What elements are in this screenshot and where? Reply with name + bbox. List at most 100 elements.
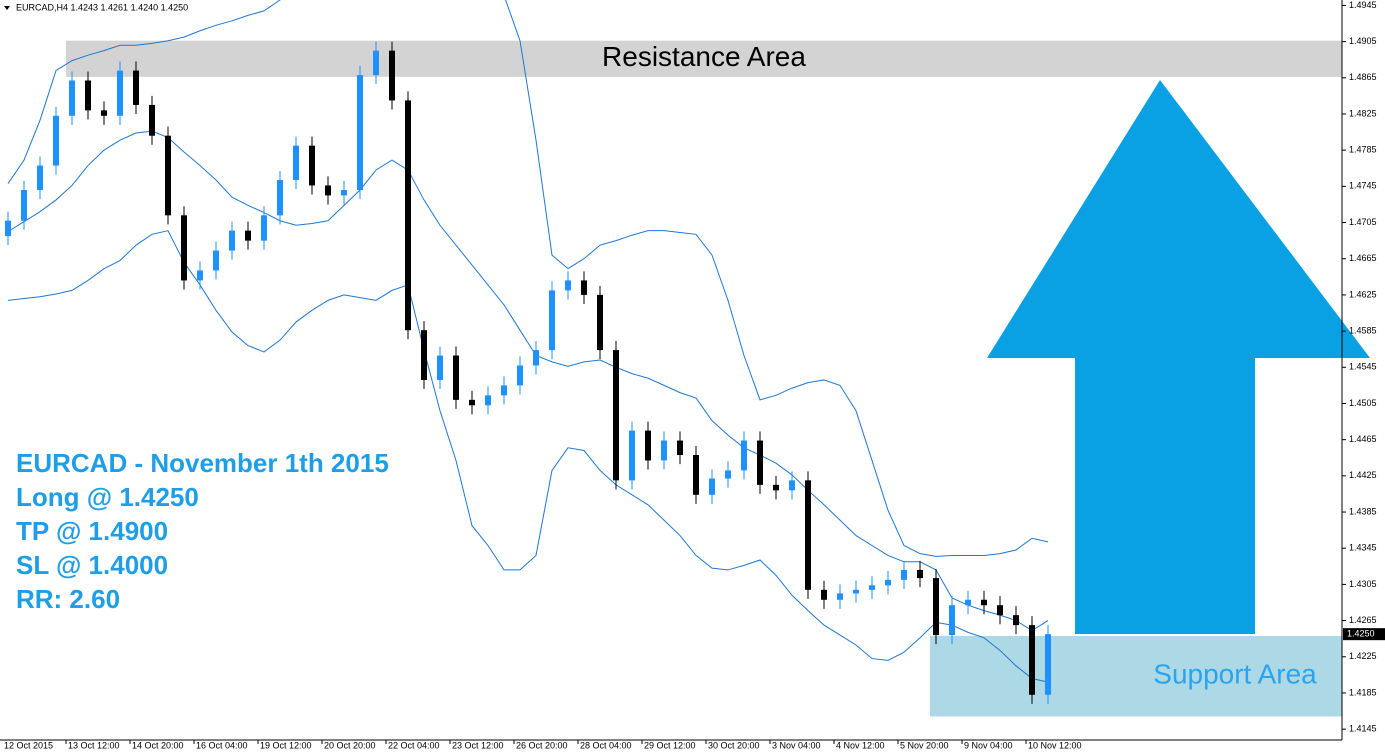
x-tick-label: 20 Oct 20:00: [324, 740, 376, 750]
candle-body: [789, 480, 795, 491]
candle-body: [117, 70, 123, 116]
candle-body: [805, 480, 811, 590]
candle-body: [837, 593, 843, 600]
x-tick-label: 22 Oct 04:00: [388, 740, 440, 750]
y-tick-label: 1.4865: [1349, 72, 1377, 82]
candle-body: [677, 440, 683, 456]
candle-body: [277, 180, 283, 216]
info-line: TP @ 1.4900: [16, 516, 168, 546]
candle-body: [261, 215, 267, 241]
candle-body: [981, 599, 987, 606]
zone: [66, 40, 1342, 77]
x-tick-label: 9 Nov 04:00: [964, 740, 1013, 750]
candle-body: [373, 50, 379, 76]
x-tick-label: 14 Oct 20:00: [132, 740, 184, 750]
candle-body: [341, 189, 347, 196]
candle-body: [229, 230, 235, 251]
candle-body: [1045, 634, 1051, 695]
candle-body: [773, 484, 779, 491]
candle-body: [357, 75, 363, 190]
y-tick-label: 1.4265: [1349, 615, 1377, 625]
x-tick-label: 13 Oct 12:00: [68, 740, 120, 750]
candle-body: [213, 250, 219, 271]
candle-body: [693, 455, 699, 495]
candle-body: [325, 185, 331, 196]
candle-body: [21, 189, 27, 221]
y-tick-label: 1.4905: [1349, 36, 1377, 46]
candle-body: [597, 294, 603, 351]
y-tick-label: 1.4385: [1349, 506, 1377, 516]
y-tick-label: 1.4945: [1349, 0, 1377, 10]
info-line: SL @ 1.4000: [16, 550, 168, 580]
y-tick-label: 1.4145: [1349, 724, 1377, 734]
candle-body: [453, 355, 459, 400]
candle-body: [53, 115, 59, 166]
candle-body: [901, 569, 907, 580]
candle-body: [501, 385, 507, 396]
candle-body: [1013, 615, 1019, 626]
candle-body: [469, 399, 475, 406]
info-line: Long @ 1.4250: [16, 482, 199, 512]
y-tick-label: 1.4705: [1349, 217, 1377, 227]
candle-body: [885, 579, 891, 586]
candle-body: [997, 605, 1003, 616]
x-tick-label: 26 Oct 20:00: [516, 740, 568, 750]
zone-label: Support Area: [1153, 659, 1317, 690]
y-tick-label: 1.4345: [1349, 543, 1377, 553]
candle-body: [661, 440, 667, 461]
candle-body: [757, 440, 763, 485]
candle-body: [725, 470, 731, 479]
candle-body: [645, 430, 651, 461]
candle-body: [709, 478, 715, 495]
x-tick-label: 30 Oct 20:00: [708, 740, 760, 750]
candle-body: [133, 70, 139, 105]
candle-body: [933, 578, 939, 636]
info-line: RR: 2.60: [16, 584, 120, 614]
candle-body: [389, 50, 395, 101]
y-tick-label: 1.4625: [1349, 289, 1377, 299]
candle-body: [421, 330, 427, 380]
y-tick-label: 1.4425: [1349, 470, 1377, 480]
candle-body: [629, 430, 635, 481]
x-tick-label: 4 Nov 12:00: [836, 740, 885, 750]
candle-body: [437, 355, 443, 380]
y-tick-label: 1.4185: [1349, 687, 1377, 697]
candle-body: [533, 350, 539, 366]
y-tick-label: 1.4305: [1349, 579, 1377, 589]
candle-body: [245, 230, 251, 241]
candle-body: [517, 365, 523, 386]
candle-body: [869, 585, 875, 590]
menu-triangle: [4, 6, 10, 10]
candle-body: [37, 165, 43, 190]
candle-body: [965, 599, 971, 606]
candles: [5, 41, 1051, 704]
candle-body: [309, 145, 315, 186]
labels: Resistance Area Support Area 1.4945 1.4905 1…: [4, 0, 1377, 750]
up-arrow: [987, 80, 1370, 634]
candle-body: [949, 605, 955, 636]
y-tick-label: 1.4505: [1349, 398, 1377, 408]
candle-body: [5, 220, 11, 237]
chart-title: EURCAD,H4 1.4243 1.4261 1.4240 1.4250: [16, 2, 188, 12]
x-tick-label: 10 Nov 12:00: [1028, 740, 1082, 750]
zone-label: Resistance Area: [602, 41, 806, 72]
x-tick-label: 12 Oct 2015: [4, 740, 53, 750]
x-tick-label: 23 Oct 12:00: [452, 740, 504, 750]
candle-body: [613, 350, 619, 481]
candle-body: [853, 589, 859, 594]
candle-body: [69, 80, 75, 116]
candle-body: [293, 145, 299, 181]
info-line: EURCAD - November 1th 2015: [16, 448, 389, 478]
candle-body: [485, 395, 491, 406]
candle-body: [101, 110, 107, 116]
y-tick-label: 1.4785: [1349, 145, 1377, 155]
candle-body: [149, 104, 155, 136]
candle-body: [565, 280, 571, 291]
candle-body: [821, 589, 827, 600]
x-tick-label: 28 Oct 04:00: [580, 740, 632, 750]
candle-body: [741, 440, 747, 471]
x-tick-label: 29 Oct 12:00: [644, 740, 696, 750]
candle-body: [197, 270, 203, 281]
y-tick-label: 1.4825: [1349, 108, 1377, 118]
x-tick-label: 16 Oct 04:00: [196, 740, 248, 750]
